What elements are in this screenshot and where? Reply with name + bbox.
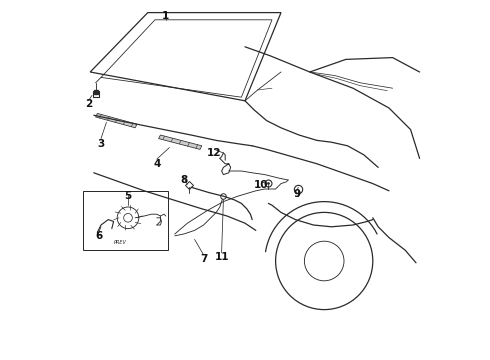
- Text: 7: 7: [200, 254, 207, 264]
- Polygon shape: [159, 135, 202, 149]
- Text: 10: 10: [254, 180, 269, 190]
- Text: 1: 1: [162, 11, 170, 21]
- Text: 3: 3: [98, 139, 105, 149]
- Text: 5: 5: [124, 191, 132, 201]
- Text: 8: 8: [180, 175, 188, 185]
- Text: PREV: PREV: [114, 240, 127, 246]
- Text: 4: 4: [153, 159, 161, 169]
- Text: 12: 12: [207, 148, 221, 158]
- Text: 11: 11: [214, 252, 229, 262]
- Text: 9: 9: [294, 189, 301, 199]
- Bar: [83, 191, 168, 250]
- Text: 2: 2: [85, 99, 92, 109]
- Text: 6: 6: [96, 231, 103, 241]
- Polygon shape: [96, 113, 137, 128]
